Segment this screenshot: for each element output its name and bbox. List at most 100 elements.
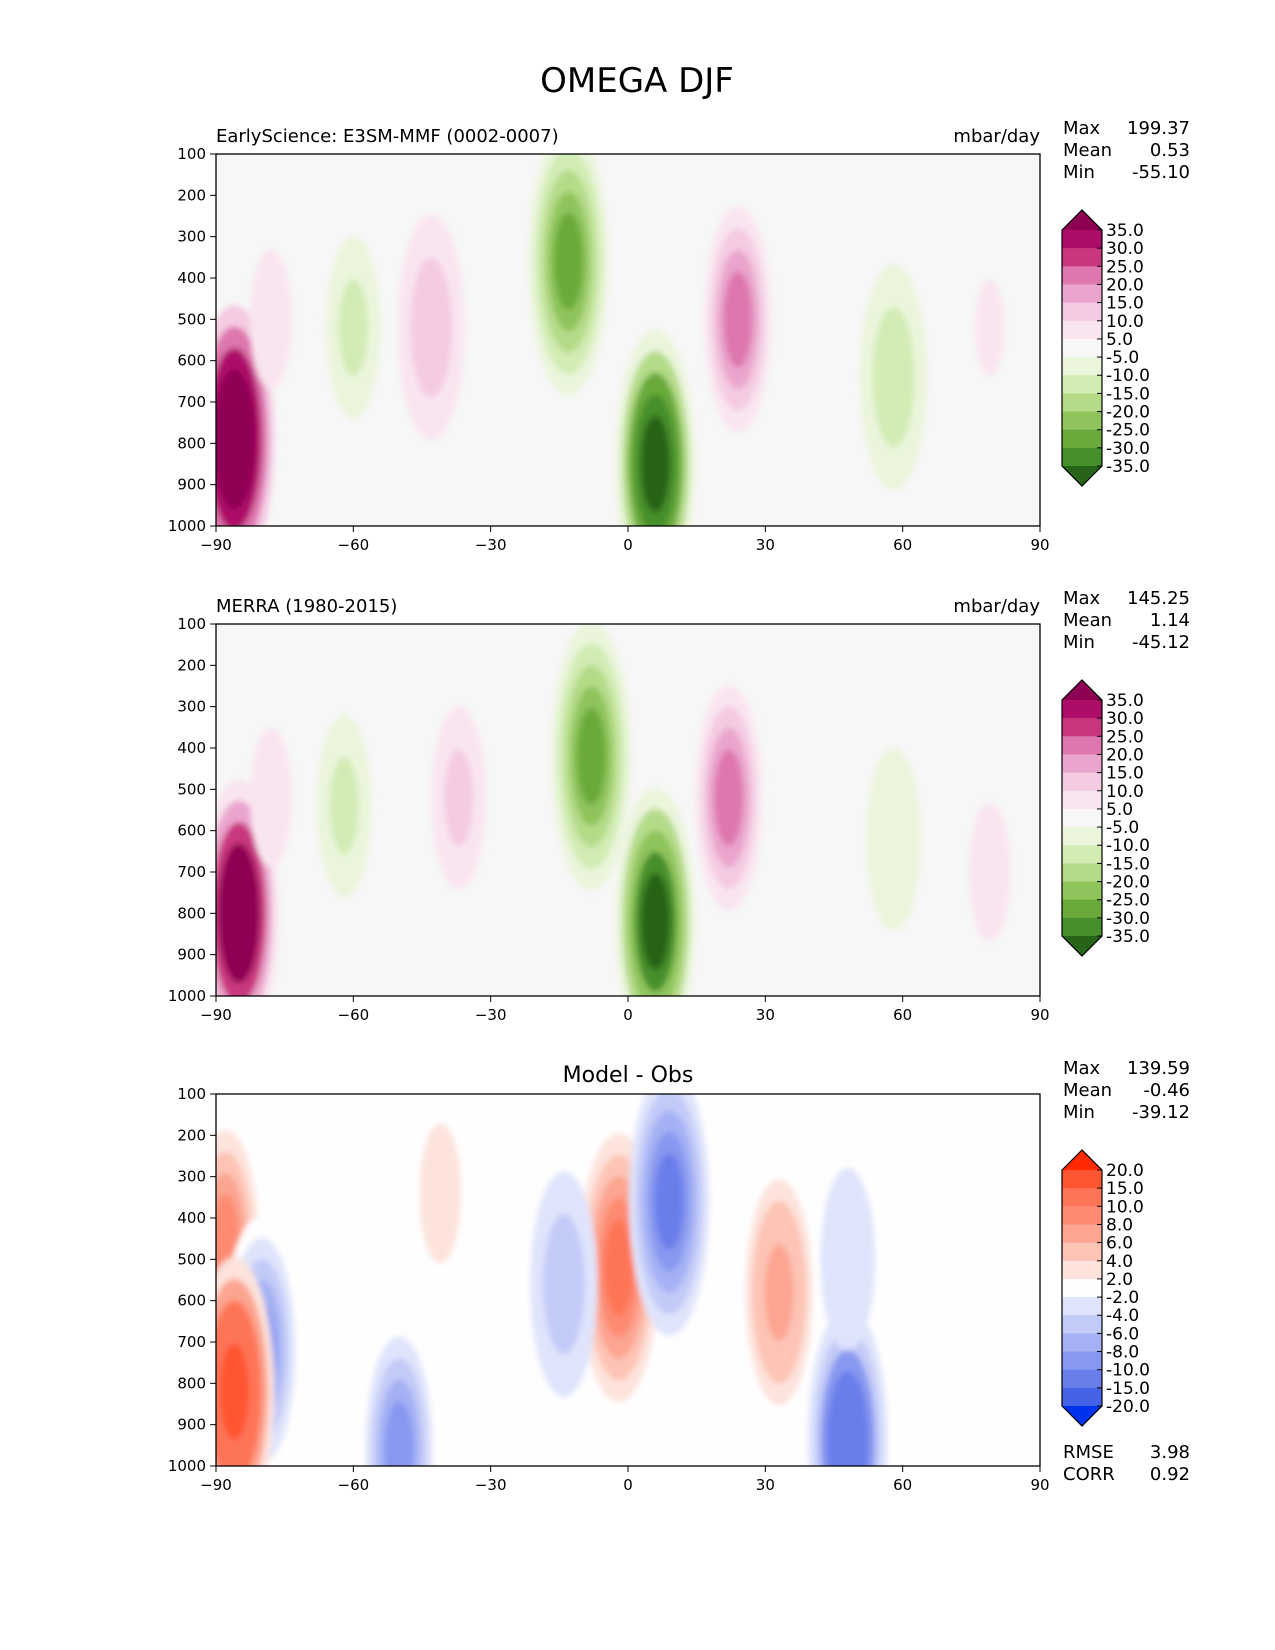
colorbar-bin xyxy=(1062,1369,1102,1389)
colorbar-bin xyxy=(1062,899,1102,919)
x-tick-label: 30 xyxy=(756,536,775,554)
colorbar-bin xyxy=(1062,700,1102,719)
y-tick-label: 700 xyxy=(177,393,206,411)
contour-band xyxy=(416,279,446,376)
colorbar-bin xyxy=(1062,827,1102,846)
colorbar: 35.030.025.020.015.010.05.0-5.0-10.0-15.… xyxy=(1061,679,1150,957)
x-tick-label: 30 xyxy=(756,1476,775,1494)
colorbar-bin xyxy=(1062,230,1102,249)
colorbar-label: -5.0 xyxy=(1106,348,1139,368)
colorbar-label: -6.0 xyxy=(1106,1324,1139,1344)
stat-value: 1.14 xyxy=(1150,610,1190,631)
colorbar-label: 5.0 xyxy=(1106,330,1133,350)
colorbar-bin xyxy=(1062,718,1102,737)
colorbar-bin xyxy=(1062,375,1102,394)
stat-label: Mean xyxy=(1063,1080,1112,1101)
contour-band xyxy=(764,1244,794,1341)
colorbar-label: -10.0 xyxy=(1106,1361,1150,1381)
colorbar-bin xyxy=(1062,1224,1102,1244)
x-tick-label: −30 xyxy=(475,1006,507,1024)
y-tick-label: 300 xyxy=(177,698,206,716)
y-tick-label: 600 xyxy=(177,822,206,840)
units-label: mbar/day xyxy=(953,126,1040,147)
metric-label: RMSE xyxy=(1063,1442,1114,1463)
x-tick-label: 60 xyxy=(893,1006,912,1024)
x-tick-label: 0 xyxy=(623,1476,633,1494)
colorbar-bin xyxy=(1062,266,1102,285)
colorbar-extend-max xyxy=(1062,210,1102,230)
colorbar-bin xyxy=(1062,808,1102,828)
panel-title: Model - Obs xyxy=(563,1063,694,1088)
stat-value: -0.46 xyxy=(1143,1080,1190,1101)
colorbar-extend-max xyxy=(1062,1150,1102,1170)
contour-band xyxy=(549,1235,579,1333)
colorbar-bin xyxy=(1062,411,1102,431)
metric-label: CORR xyxy=(1063,1464,1115,1485)
colorbar-bin xyxy=(1062,754,1102,774)
y-tick-label: 700 xyxy=(177,863,206,881)
colorbar-label: 20.0 xyxy=(1106,1161,1144,1181)
stat-value: 0.53 xyxy=(1150,140,1190,161)
colorbar-label: 10.0 xyxy=(1106,312,1144,332)
y-tick-label: 300 xyxy=(177,1168,206,1186)
colorbar-label: 2.0 xyxy=(1106,1270,1133,1290)
colorbar-label: 15.0 xyxy=(1106,294,1144,314)
contour-band xyxy=(576,707,606,805)
colorbar-bin xyxy=(1062,1206,1102,1225)
y-tick-label: 200 xyxy=(177,656,206,674)
colorbar-bin xyxy=(1062,772,1102,792)
figure-title: OMEGA DJF xyxy=(540,61,734,101)
colorbar-bin xyxy=(1062,1242,1102,1262)
colorbar-label: 35.0 xyxy=(1106,691,1144,711)
colorbar-extend-min xyxy=(1062,1406,1102,1426)
units-label: mbar/day xyxy=(953,596,1040,617)
contour-band xyxy=(833,1392,863,1466)
metric-value: 0.92 xyxy=(1150,1464,1190,1485)
colorbar-label: -30.0 xyxy=(1106,439,1150,459)
colorbar-bin xyxy=(1062,1188,1102,1207)
y-tick-label: 800 xyxy=(177,1374,206,1392)
colorbar-label: 30.0 xyxy=(1106,709,1144,729)
contour-band xyxy=(224,864,254,962)
x-tick-label: 0 xyxy=(623,1006,633,1024)
colorbar-label: -20.0 xyxy=(1106,1397,1150,1417)
stat-label: Min xyxy=(1063,632,1095,653)
x-tick-label: 0 xyxy=(623,536,633,554)
colorbar-bin xyxy=(1062,1278,1102,1298)
colorbar-label: 5.0 xyxy=(1106,800,1133,820)
colorbar: 20.015.010.08.06.04.02.0-2.0-4.0-6.0-8.0… xyxy=(1061,1149,1150,1427)
y-tick-label: 1000 xyxy=(168,987,206,1005)
stat-label: Max xyxy=(1063,118,1101,139)
colorbar-label: -35.0 xyxy=(1106,927,1150,947)
colorbar-label: 6.0 xyxy=(1106,1234,1133,1254)
contour-band xyxy=(256,270,286,368)
contour-band xyxy=(641,415,670,513)
contour-band xyxy=(338,279,368,376)
colorbar-label: -15.0 xyxy=(1106,854,1150,874)
colorbar-bin xyxy=(1062,1170,1102,1189)
contour-band xyxy=(833,1210,863,1308)
colorbar-label: -4.0 xyxy=(1106,1306,1139,1326)
x-tick-label: 90 xyxy=(1030,1476,1049,1494)
colorbar-label: 15.0 xyxy=(1106,1179,1144,1199)
colorbar-label: 20.0 xyxy=(1106,745,1144,765)
y-tick-label: 200 xyxy=(177,186,206,204)
contour-band xyxy=(879,790,908,888)
y-tick-label: 400 xyxy=(177,1209,206,1227)
colorbar-label: 35.0 xyxy=(1106,221,1144,241)
y-tick-label: 100 xyxy=(177,1085,206,1103)
stat-label: Min xyxy=(1063,1102,1095,1123)
x-tick-label: −60 xyxy=(338,536,370,554)
colorbar-label: 10.0 xyxy=(1106,782,1144,802)
colorbar-label: 4.0 xyxy=(1106,1252,1133,1272)
colorbar-bin xyxy=(1062,1351,1102,1371)
y-tick-label: 100 xyxy=(177,615,206,633)
colorbar-bin xyxy=(1062,1387,1102,1407)
colorbar-extend-max xyxy=(1062,680,1102,700)
colorbar-bin xyxy=(1062,284,1102,304)
colorbar-label: -5.0 xyxy=(1106,818,1139,838)
colorbar-bin xyxy=(1062,447,1102,467)
stat-value: -39.12 xyxy=(1132,1102,1190,1123)
